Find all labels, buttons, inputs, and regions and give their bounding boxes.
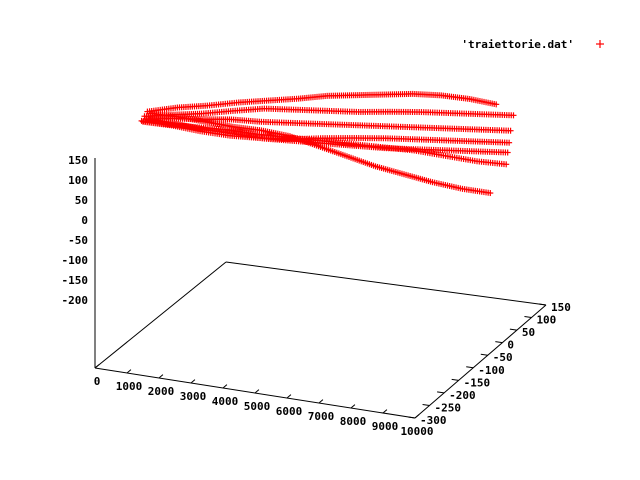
z-tick-label: -150 [62,274,89,287]
y-tick-mark [524,316,532,319]
x-tick-label: 5000 [244,400,271,413]
y-tick-label: -200 [449,389,476,402]
x-tick-label: 9000 [372,420,399,433]
data-point [507,127,514,134]
y-tick-label: 50 [522,326,535,339]
back-y-line [94,261,227,369]
data-point [504,149,511,156]
legend-marker [596,40,604,48]
z-tick-label: -200 [62,294,89,307]
y-tick-label: 100 [536,314,556,327]
data-point [487,190,494,197]
x-tick-label: 3000 [180,390,207,403]
y-tick-label: -100 [478,364,505,377]
y-tick-mark [466,366,474,369]
x-tick-mark [350,404,356,409]
legend: 'traiettorie.dat' [461,38,604,51]
x-tick-label: 6000 [276,405,303,418]
back-x-line [225,261,547,306]
x-tick-mark [286,394,292,399]
z-tick-label: 50 [75,194,88,207]
y-tick-mark [451,378,459,381]
x-tick-mark [414,414,420,419]
z-tick-label: 150 [68,154,88,167]
x-tick-mark [126,369,132,374]
data-point [506,139,513,146]
x-tick-label: 10000 [400,425,433,438]
points-layer [138,90,517,197]
y-tick-label: -300 [420,414,447,427]
y-axis-line [414,304,547,419]
x-tick-label: 1000 [116,380,143,393]
x-tick-mark [190,379,196,384]
x-tick-label: 0 [94,375,101,388]
x-tick-label: 8000 [340,415,367,428]
y-tick-mark [437,391,445,394]
x-tick-mark [158,374,164,379]
legend-label: 'traiettorie.dat' [461,38,574,51]
z-tick-label: -50 [68,234,88,247]
y-tick-mark [509,328,517,331]
y-tick-mark [480,353,488,356]
y-tick-label: 0 [507,339,514,352]
x-tick-label: 2000 [148,385,175,398]
data-point [493,101,500,108]
y-tick-mark [538,303,547,306]
z-tick-label: 0 [81,214,88,227]
y-tick-mark [407,416,416,419]
y-tick-label: -150 [464,376,491,389]
x-tick-mark [94,364,100,369]
x-tick-mark [318,399,324,404]
y-tick-label: -250 [435,401,462,414]
z-tick-label: -100 [62,254,89,267]
data-point [510,112,517,119]
y-tick-mark [422,403,430,406]
x-tick-mark [222,384,228,389]
x-tick-label: 7000 [308,410,335,423]
z-tick-label: 100 [68,174,88,187]
x-tick-mark [254,389,260,394]
x-tick-label: 4000 [212,395,239,408]
x-tick-mark [382,409,388,414]
y-tick-label: -50 [493,351,513,364]
y-tick-label: 150 [551,301,571,314]
y-tick-mark [495,341,503,344]
data-point [503,161,510,168]
axes-box [94,158,547,419]
